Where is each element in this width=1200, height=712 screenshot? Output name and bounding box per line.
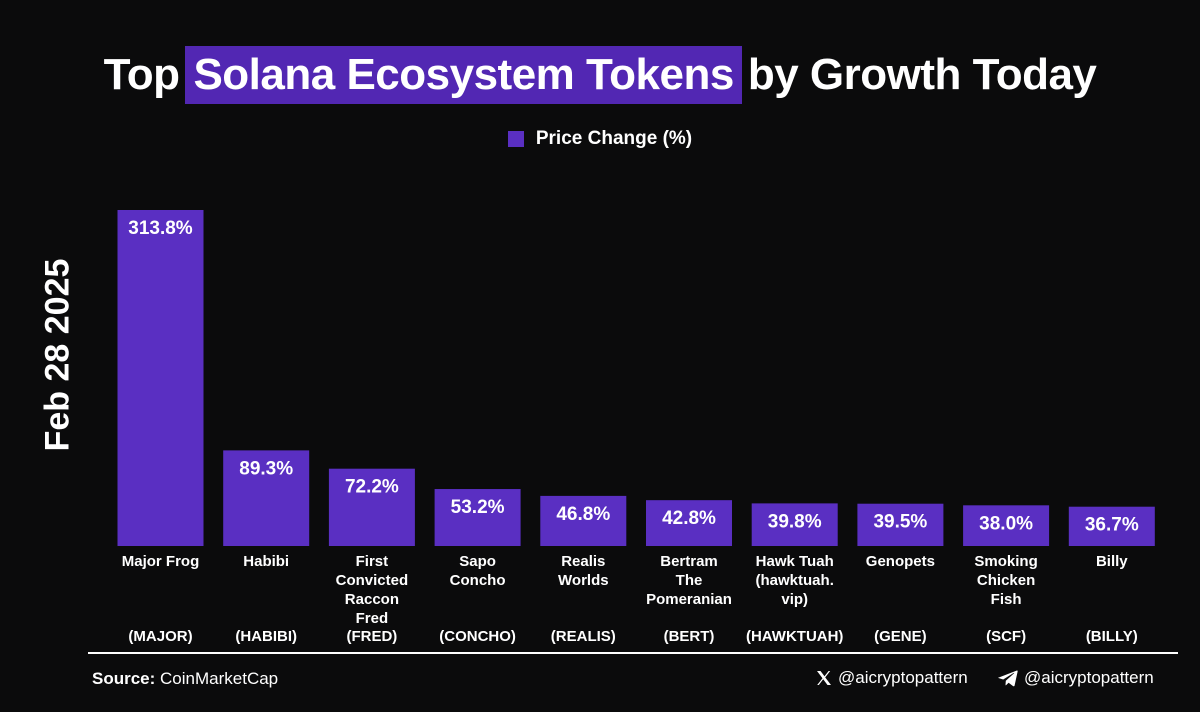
telegram-handle-text: @aicryptopattern (1024, 668, 1154, 687)
category-label: Habibi (243, 553, 289, 570)
bar-value-label: 89.3% (239, 458, 293, 479)
bar-value-label: 39.8% (768, 511, 822, 532)
legend-swatch (507, 131, 524, 147)
telegram-handle[interactable]: @aicryptopattern (998, 668, 1154, 688)
bar-value-label: 53.2% (451, 497, 505, 518)
category-label: Realis (561, 553, 605, 570)
bar (646, 500, 732, 546)
bar (540, 495, 627, 546)
x-handle[interactable]: @aicryptopattern (816, 668, 968, 688)
source-text: Source: CoinMarketCap (92, 669, 278, 689)
category-label: First (356, 553, 389, 570)
ticker-label: (BILLY) (1086, 628, 1138, 645)
bar (434, 489, 521, 546)
category-label: Billy (1096, 553, 1128, 570)
footer-divider (88, 652, 1178, 654)
category-label: The (676, 572, 703, 589)
category-label: Sapo (459, 553, 496, 570)
bar (117, 210, 204, 546)
ticker-label: (GENE) (874, 628, 927, 645)
bar-value-label: 42.8% (662, 508, 716, 529)
ticker-label: (BERT) (664, 628, 715, 645)
category-label: Fred (356, 610, 389, 627)
legend-label: Price Change (%) (535, 128, 693, 149)
bar (751, 503, 838, 546)
ticker-label: (REALIS) (551, 628, 616, 645)
telegram-icon (998, 670, 1018, 686)
category-label: Smoking (974, 553, 1037, 570)
category-label: Pomeranian (646, 591, 732, 608)
title-prefix: Top (103, 50, 180, 99)
bar-value-label: 72.2% (345, 477, 399, 498)
bar (857, 503, 944, 546)
source-value: CoinMarketCap (160, 669, 279, 688)
ticker-label: (MAJOR) (128, 628, 192, 645)
category-label: Convicted (336, 572, 409, 589)
bar (223, 450, 310, 546)
x-logo-icon (817, 671, 831, 685)
category-label: Major Frog (122, 553, 200, 570)
bar-value-label: 36.7% (1085, 515, 1139, 536)
source-label: Source: (92, 669, 156, 688)
category-label: Chicken (977, 572, 1035, 589)
bar (328, 468, 415, 546)
title-highlight: Solana Ecosystem Tokens (185, 46, 742, 104)
x-handle-text: @aicryptopattern (838, 668, 968, 687)
category-label: (hawktuah. (756, 572, 834, 589)
ticker-label: (FRED) (346, 628, 397, 645)
category-label: Raccon (345, 591, 399, 608)
category-label: Fish (991, 591, 1022, 608)
category-label: Bertram (660, 553, 718, 570)
chart-title: Top Solana Ecosystem Tokens by Growth To… (0, 44, 1200, 106)
category-label: Hawk Tuah (756, 553, 834, 570)
category-label: Genopets (866, 553, 935, 570)
category-label: vip) (781, 591, 808, 608)
category-label: Concho (450, 572, 506, 589)
title-suffix: by Growth Today (747, 50, 1097, 99)
ticker-label: (HABIBI) (235, 628, 297, 645)
ticker-label: (SCF) (986, 628, 1026, 645)
category-label: Worlds (558, 572, 609, 589)
legend: Price Change (%) (0, 128, 1200, 150)
ticker-label: (CONCHO) (439, 628, 516, 645)
bar (1068, 506, 1155, 546)
ticker-label: (HAWKTUAH) (746, 628, 843, 645)
bar-value-label: 38.0% (979, 513, 1033, 534)
bar (963, 505, 1050, 546)
bar-value-label: 46.8% (556, 504, 610, 525)
bar-value-label: 39.5% (873, 512, 927, 533)
bar-value-label: 313.8% (128, 218, 193, 239)
